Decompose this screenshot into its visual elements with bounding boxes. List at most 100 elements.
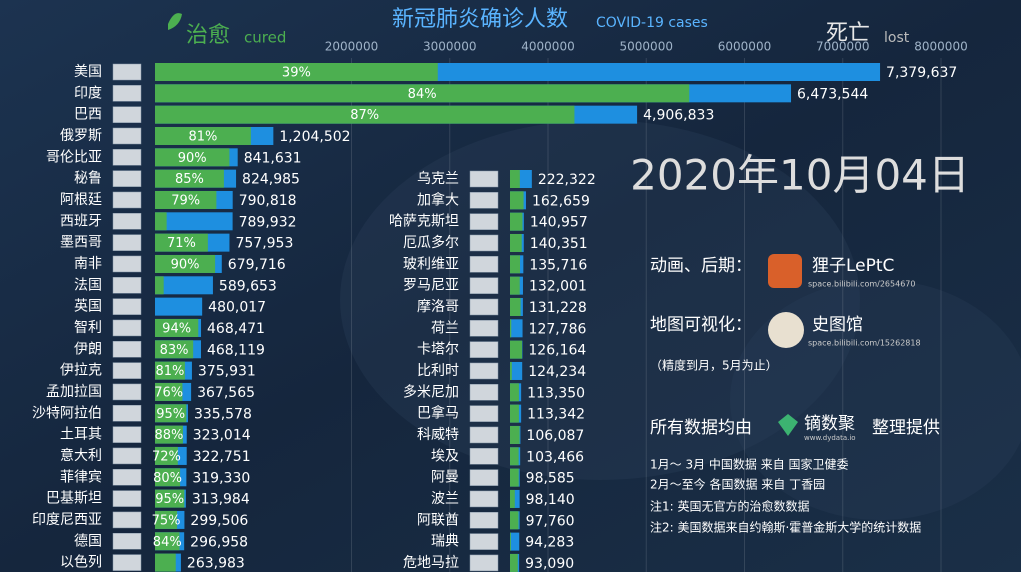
flag [112,383,142,401]
cured-bar [155,553,176,572]
flag [469,469,499,486]
cured-bar [155,532,180,551]
category-label: 秘鲁 [74,171,102,187]
flag [469,426,499,444]
category-label: 荷兰 [431,320,459,336]
note: 注2: 美国数据来自约翰斯·霍普金斯大学的统计数据 [650,520,921,535]
cured-label: 72% [152,449,181,464]
cured-bar [155,233,208,252]
cured-bar [155,510,178,529]
flag [112,213,142,230]
category-label: 菲律宾 [60,469,102,485]
value-label: 480,017 [208,300,266,316]
category-label: 智利 [74,320,102,336]
flag [112,511,142,529]
credit-label: 所有数据均由 [650,418,752,438]
cured-label: 80% [153,471,182,486]
value-label: 1,204,502 [279,129,350,145]
category-label: 乌克兰 [417,171,459,187]
brand-url: www.dydata.io [804,434,856,442]
cured-bar [155,489,185,508]
value-label: 113,350 [527,385,585,401]
flag [469,512,499,529]
legend-cured-en: cured [244,29,286,47]
note: 注1: 英国无官方的治愈数数据 [650,499,810,514]
cured-bar [510,532,511,551]
cured-bar [155,446,178,465]
credit-author: 史图馆 [812,315,863,335]
legend-cured: 治愈 [186,23,230,48]
cured-bar [510,468,519,487]
credit-url: space.bilibili.com/15262818 [808,339,921,348]
value-label: 113,342 [527,407,585,423]
x-tick-label: 6000000 [718,40,771,54]
bar [510,489,520,508]
cured-bar [155,126,251,145]
leaf-icon [168,13,182,30]
cured-bar [510,297,521,316]
value-label: 824,985 [242,172,300,188]
credit-label: 地图可视化： [650,315,752,335]
category-label: 巴西 [74,107,102,123]
cured-bar [155,212,167,231]
category-label: 阿联酋 [417,511,459,528]
value-label: 299,506 [190,513,248,529]
category-label: 罗马尼亚 [403,278,459,294]
cured-bar [510,447,519,466]
flag [112,191,142,209]
cured-bar [510,425,520,444]
value-label: 367,565 [197,385,255,401]
flag [469,192,499,209]
cured-label: 75% [152,513,181,528]
cured-label: 87% [350,108,379,123]
x-tick-label: 2000000 [325,40,378,54]
bar [510,361,523,380]
flag [112,319,142,337]
cured-label: 88% [155,428,184,443]
cured-bar [510,383,519,402]
brand-name: 镝数聚 [804,414,855,434]
brand-logo [778,414,798,436]
map-shape [730,280,1021,520]
legend-lost: 死亡 [826,21,870,46]
credit-label: 动画、后期： [650,256,752,276]
cured-bar [510,191,524,210]
cured-bar [155,361,185,380]
value-label: 323,014 [193,428,251,444]
category-label: 多米尼加 [403,383,459,400]
cured-label: 95% [156,407,185,422]
value-label: 757,953 [235,236,293,252]
value-label: 140,957 [530,215,588,231]
category-label: 德国 [74,533,102,549]
value-label: 93,090 [525,556,574,572]
cured-label: 81% [188,129,217,144]
flag [469,170,499,188]
category-label: 伊拉克 [60,363,102,379]
category-label: 阿曼 [431,470,459,486]
credit-label: 整理提供 [872,418,940,438]
flag [469,277,499,294]
category-label: 孟加拉国 [46,384,102,400]
flag [112,255,142,273]
cured-label: 95% [155,492,184,507]
category-label: 西班牙 [60,213,102,229]
category-label: 哥伦比亚 [46,149,102,165]
category-label: 摩洛哥 [417,298,459,315]
flag [112,170,142,187]
value-label: 98,140 [526,492,575,508]
category-label: 科威特 [417,427,459,443]
cured-label: 84% [408,87,437,102]
value-label: 103,466 [526,449,584,465]
credit-note: （精度到月，5月为止） [650,358,778,373]
value-label: 319,330 [192,470,250,486]
cured-label: 90% [171,257,200,272]
chart-subtitle: COVID-19 cases [596,15,708,31]
flag [469,213,499,230]
value-label: 162,659 [532,193,590,209]
legend-lost-en: lost [884,30,910,46]
flag [469,234,499,252]
x-tick-label: 3000000 [423,40,476,54]
cured-bar [510,489,515,508]
flag [112,405,142,422]
cured-label: 76% [154,385,183,400]
